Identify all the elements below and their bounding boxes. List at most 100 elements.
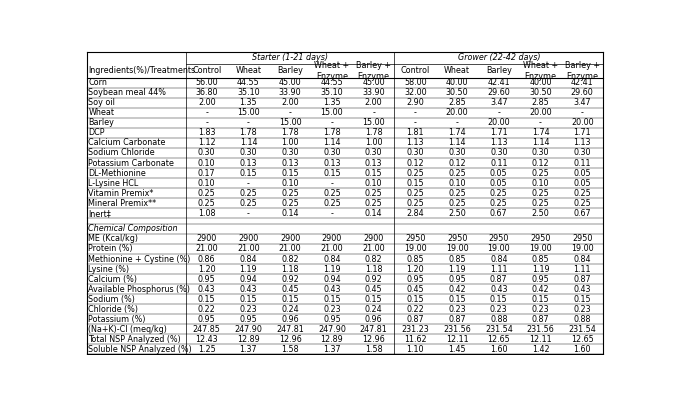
Text: 44.55: 44.55 — [320, 78, 343, 87]
Text: 0.25: 0.25 — [406, 199, 424, 208]
Text: 0.14: 0.14 — [281, 209, 299, 218]
Text: -: - — [247, 119, 250, 127]
Text: 1.74: 1.74 — [532, 128, 549, 137]
Text: 21.00: 21.00 — [320, 245, 343, 253]
Text: 0.23: 0.23 — [573, 305, 591, 314]
Text: 0.15: 0.15 — [281, 295, 299, 304]
Text: 247.90: 247.90 — [318, 325, 346, 334]
Text: 0.05: 0.05 — [573, 169, 591, 178]
Text: 0.30: 0.30 — [490, 148, 507, 158]
Text: 1.13: 1.13 — [406, 138, 424, 148]
Text: 0.25: 0.25 — [198, 189, 215, 198]
Text: 12.11: 12.11 — [446, 335, 468, 344]
Text: 0.13: 0.13 — [365, 158, 382, 168]
Text: 0.15: 0.15 — [448, 295, 466, 304]
Text: 0.15: 0.15 — [240, 169, 257, 178]
Text: 1.14: 1.14 — [323, 138, 341, 148]
Text: DL-Methionine: DL-Methionine — [88, 169, 146, 178]
Text: 1.13: 1.13 — [490, 138, 507, 148]
Text: 0.14: 0.14 — [365, 209, 382, 218]
Text: 0.23: 0.23 — [323, 305, 341, 314]
Text: -: - — [330, 209, 333, 218]
Text: 0.85: 0.85 — [406, 255, 424, 263]
Text: 30.50: 30.50 — [529, 88, 552, 97]
Text: Total NSP Analyzed (%): Total NSP Analyzed (%) — [88, 335, 181, 344]
Text: 19.00: 19.00 — [404, 245, 427, 253]
Text: 0.43: 0.43 — [323, 284, 341, 294]
Text: 1.18: 1.18 — [281, 265, 299, 274]
Text: 0.15: 0.15 — [365, 295, 382, 304]
Text: 1.11: 1.11 — [573, 265, 591, 274]
Text: -: - — [581, 108, 583, 117]
Text: Starter (1-21 days): Starter (1-21 days) — [252, 53, 328, 61]
Text: 1.14: 1.14 — [240, 138, 257, 148]
Text: Barley +
Enzyme: Barley + Enzyme — [565, 61, 600, 81]
Text: 0.25: 0.25 — [365, 199, 382, 208]
Text: 35.10: 35.10 — [237, 88, 260, 97]
Text: 0.10: 0.10 — [198, 158, 215, 168]
Text: 0.10: 0.10 — [281, 179, 299, 188]
Text: 0.87: 0.87 — [490, 275, 507, 284]
Text: 1.60: 1.60 — [573, 345, 591, 354]
Text: 1.35: 1.35 — [323, 98, 341, 107]
Text: 29.60: 29.60 — [571, 88, 594, 97]
Text: 0.22: 0.22 — [198, 305, 215, 314]
Text: 19.00: 19.00 — [529, 245, 552, 253]
Text: Soybean meal 44%: Soybean meal 44% — [88, 88, 166, 97]
Text: 1.35: 1.35 — [240, 98, 257, 107]
Text: 0.25: 0.25 — [281, 189, 299, 198]
Text: 45.00: 45.00 — [362, 78, 385, 87]
Text: 0.13: 0.13 — [240, 158, 257, 168]
Text: 36.80: 36.80 — [195, 88, 218, 97]
Text: 0.15: 0.15 — [198, 295, 215, 304]
Text: 0.25: 0.25 — [365, 189, 382, 198]
Text: 0.25: 0.25 — [406, 169, 424, 178]
Text: 0.23: 0.23 — [490, 305, 507, 314]
Text: 0.82: 0.82 — [281, 255, 299, 263]
Text: -: - — [247, 179, 250, 188]
Text: 21.00: 21.00 — [362, 245, 385, 253]
Text: 0.05: 0.05 — [490, 169, 507, 178]
Text: 21.00: 21.00 — [279, 245, 302, 253]
Text: 1.83: 1.83 — [198, 128, 215, 137]
Text: 1.78: 1.78 — [323, 128, 341, 137]
Text: 1.14: 1.14 — [532, 138, 549, 148]
Text: 0.92: 0.92 — [365, 275, 382, 284]
Text: -: - — [414, 119, 417, 127]
Text: Potassium (%): Potassium (%) — [88, 315, 146, 324]
Text: 0.13: 0.13 — [323, 158, 341, 168]
Text: 35.10: 35.10 — [320, 88, 343, 97]
Text: 0.95: 0.95 — [240, 315, 257, 324]
Text: 0.15: 0.15 — [573, 295, 591, 304]
Text: 0.43: 0.43 — [573, 284, 591, 294]
Text: 1.37: 1.37 — [240, 345, 257, 354]
Text: 12.11: 12.11 — [529, 335, 552, 344]
Text: 0.12: 0.12 — [532, 158, 549, 168]
Text: 1.37: 1.37 — [323, 345, 341, 354]
Text: Vitamin Premix*: Vitamin Premix* — [88, 189, 153, 198]
Text: 0.15: 0.15 — [406, 295, 424, 304]
Text: 0.12: 0.12 — [406, 158, 424, 168]
Text: 247.85: 247.85 — [192, 325, 221, 334]
Text: 0.95: 0.95 — [532, 275, 549, 284]
Text: Methionine + Cystine (%): Methionine + Cystine (%) — [88, 255, 190, 263]
Text: 42.41: 42.41 — [571, 78, 594, 87]
Text: 15.00: 15.00 — [237, 108, 260, 117]
Text: 1.11: 1.11 — [490, 265, 507, 274]
Text: 0.15: 0.15 — [365, 169, 382, 178]
Text: Wheat: Wheat — [444, 66, 470, 75]
Text: 20.00: 20.00 — [487, 119, 510, 127]
Text: 11.62: 11.62 — [404, 335, 427, 344]
Text: Available Phosphorus (%): Available Phosphorus (%) — [88, 284, 190, 294]
Text: -: - — [497, 108, 500, 117]
Text: 12.96: 12.96 — [362, 335, 385, 344]
Text: 0.25: 0.25 — [323, 199, 341, 208]
Text: 0.43: 0.43 — [240, 284, 257, 294]
Text: 0.85: 0.85 — [448, 255, 466, 263]
Text: 0.30: 0.30 — [365, 148, 382, 158]
Text: 2900: 2900 — [197, 235, 217, 243]
Text: Inert‡: Inert‡ — [88, 209, 111, 218]
Text: 247.90: 247.90 — [234, 325, 262, 334]
Text: 20.00: 20.00 — [446, 108, 468, 117]
Text: 2.50: 2.50 — [448, 209, 466, 218]
